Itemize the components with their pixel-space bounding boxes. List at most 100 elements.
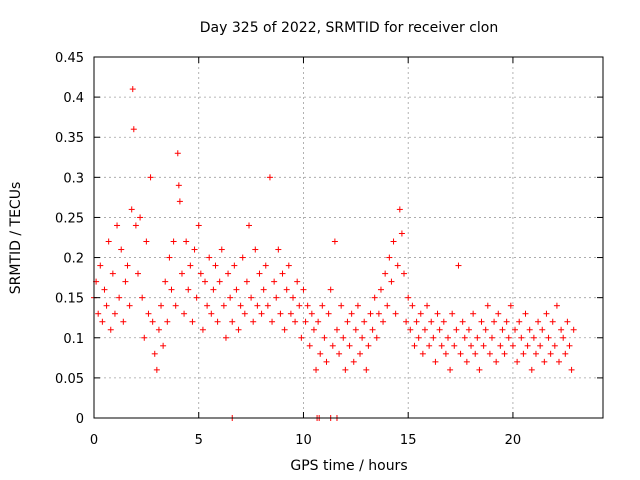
data-point	[111, 310, 118, 317]
data-point	[287, 310, 294, 317]
data-point	[465, 326, 472, 333]
data-point	[568, 366, 575, 373]
data-point	[141, 334, 148, 341]
data-point	[300, 286, 307, 293]
data-point	[520, 350, 527, 357]
data-point	[277, 310, 284, 317]
data-point	[512, 326, 519, 333]
data-point	[386, 254, 393, 261]
data-point	[545, 334, 552, 341]
data-point	[377, 286, 384, 293]
data-point	[229, 318, 236, 325]
data-point	[499, 326, 506, 333]
data-point	[449, 310, 456, 317]
data-point	[419, 350, 426, 357]
data-point	[181, 310, 188, 317]
data-point	[470, 310, 477, 317]
data-point	[321, 334, 328, 341]
data-point	[442, 350, 449, 357]
data-point	[266, 174, 273, 181]
data-point	[118, 246, 125, 253]
data-point	[145, 310, 152, 317]
data-point	[170, 238, 177, 245]
data-point	[325, 310, 332, 317]
y-tick-label: 0.35	[55, 131, 84, 146]
data-point	[99, 318, 106, 325]
data-point	[417, 310, 424, 317]
data-point	[463, 358, 470, 365]
y-tick-label: 0.1	[63, 332, 84, 347]
data-point	[352, 326, 359, 333]
data-point	[220, 302, 227, 309]
data-point	[107, 326, 114, 333]
data-point	[176, 198, 183, 205]
y-tick-label: 0.15	[55, 292, 84, 307]
data-point	[457, 350, 464, 357]
data-point	[371, 294, 378, 301]
data-point	[124, 262, 131, 269]
data-point	[204, 302, 211, 309]
data-point	[392, 310, 399, 317]
data-point	[375, 310, 382, 317]
data-point	[260, 286, 267, 293]
data-point	[216, 278, 223, 285]
data-point	[264, 302, 271, 309]
data-point	[246, 222, 253, 229]
data-point	[495, 310, 502, 317]
data-point	[239, 254, 246, 261]
data-point	[191, 246, 198, 253]
data-point	[227, 294, 234, 301]
data-point	[101, 286, 108, 293]
y-axis-label: SRMTID / TECUs	[8, 182, 24, 295]
data-point	[208, 310, 215, 317]
data-point	[151, 350, 158, 357]
data-point	[436, 326, 443, 333]
data-point	[252, 246, 259, 253]
data-point	[134, 270, 141, 277]
data-point	[480, 342, 487, 349]
data-point	[202, 278, 209, 285]
data-point	[327, 286, 334, 293]
data-point	[488, 334, 495, 341]
data-point	[346, 342, 353, 349]
data-point	[478, 318, 485, 325]
data-point	[273, 294, 280, 301]
data-point	[315, 318, 322, 325]
data-point	[451, 342, 458, 349]
data-point	[539, 326, 546, 333]
data-point	[175, 182, 182, 189]
data-point	[570, 326, 577, 333]
plot-frame	[93, 56, 604, 419]
data-point	[250, 318, 257, 325]
data-point	[382, 270, 389, 277]
data-point	[553, 302, 560, 309]
data-point	[174, 150, 181, 157]
axes: 0 0.05 0.1 0.15 0.2 0.25 0.3 0.35 0.4 0.45 0 5 10 15 2…	[55, 51, 604, 448]
data-point	[95, 310, 102, 317]
data-point	[350, 358, 357, 365]
data-point	[241, 310, 248, 317]
data-point	[359, 334, 366, 341]
data-point	[172, 302, 179, 309]
data-point	[507, 302, 514, 309]
data-point	[199, 326, 206, 333]
data-point	[518, 334, 525, 341]
data-point	[109, 270, 116, 277]
data-point	[256, 270, 263, 277]
data-point	[162, 278, 169, 285]
data-point	[474, 334, 481, 341]
data-point	[329, 342, 336, 349]
data-point	[338, 302, 345, 309]
data-point	[421, 326, 428, 333]
data-point	[564, 318, 571, 325]
data-point	[526, 326, 533, 333]
data-point	[168, 286, 175, 293]
data-point	[440, 318, 447, 325]
data-point	[137, 214, 144, 221]
data-point	[193, 294, 200, 301]
data-point	[243, 278, 250, 285]
data-point	[128, 206, 135, 213]
data-point	[354, 302, 361, 309]
data-point	[222, 334, 229, 341]
data-point	[558, 326, 565, 333]
